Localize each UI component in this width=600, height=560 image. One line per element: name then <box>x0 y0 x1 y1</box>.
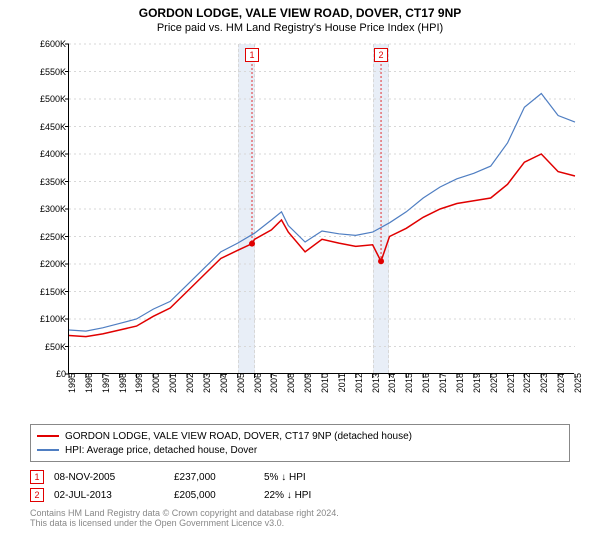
chart-subtitle: Price paid vs. HM Land Registry's House … <box>0 20 600 38</box>
x-tick-label: 2002 <box>183 373 195 393</box>
chart-area: £0£50K£100K£150K£200K£250K£300K£350K£400… <box>68 44 574 374</box>
x-tick-label: 2011 <box>335 373 347 392</box>
y-tick-label: £100K <box>29 314 69 324</box>
y-tick-label: £400K <box>29 149 69 159</box>
x-tick-label: 2017 <box>436 373 448 393</box>
y-tick-label: £250K <box>29 232 69 242</box>
chart-svg <box>69 44 574 373</box>
sale-date: 02-JUL-2013 <box>54 490 164 501</box>
chart-marker-label: 2 <box>374 48 388 62</box>
y-tick-label: £300K <box>29 204 69 214</box>
x-tick-label: 2021 <box>504 373 516 393</box>
x-tick-label: 2024 <box>554 373 566 393</box>
legend-swatch <box>37 449 59 451</box>
y-tick-label: £0 <box>29 369 69 379</box>
x-tick-label: 2025 <box>571 373 583 393</box>
chart-title: GORDON LODGE, VALE VIEW ROAD, DOVER, CT1… <box>0 0 600 20</box>
x-tick-label: 2010 <box>318 373 330 393</box>
sales-row: 2 02-JUL-2013 £205,000 22% ↓ HPI <box>30 486 570 504</box>
x-tick-label: 2016 <box>419 373 431 393</box>
sale-marker: 1 <box>30 470 44 484</box>
sales-row: 1 08-NOV-2005 £237,000 5% ↓ HPI <box>30 468 570 486</box>
x-tick-label: 2001 <box>166 373 178 393</box>
legend-label: GORDON LODGE, VALE VIEW ROAD, DOVER, CT1… <box>65 431 412 442</box>
x-tick-label: 2014 <box>385 373 397 393</box>
y-tick-label: £450K <box>29 122 69 132</box>
x-tick-label: 2019 <box>470 373 482 393</box>
x-tick-label: 1998 <box>116 373 128 393</box>
chart-marker-label: 1 <box>245 48 259 62</box>
x-tick-label: 1999 <box>132 373 144 393</box>
x-tick-label: 2004 <box>217 373 229 393</box>
sale-delta: 5% ↓ HPI <box>264 472 364 483</box>
y-tick-label: £550K <box>29 67 69 77</box>
y-tick-label: £150K <box>29 287 69 297</box>
x-tick-label: 2023 <box>537 373 549 393</box>
y-tick-label: £600K <box>29 39 69 49</box>
x-tick-label: 2018 <box>453 373 465 393</box>
x-tick-label: 2000 <box>149 373 161 393</box>
legend: GORDON LODGE, VALE VIEW ROAD, DOVER, CT1… <box>30 424 570 462</box>
sale-marker: 2 <box>30 488 44 502</box>
legend-swatch <box>37 435 59 437</box>
x-tick-label: 2008 <box>284 373 296 393</box>
y-tick-label: £350K <box>29 177 69 187</box>
y-tick-label: £50K <box>29 342 69 352</box>
y-tick-label: £500K <box>29 94 69 104</box>
sale-price: £237,000 <box>174 472 254 483</box>
legend-row: HPI: Average price, detached house, Dove… <box>37 443 563 457</box>
legend-row: GORDON LODGE, VALE VIEW ROAD, DOVER, CT1… <box>37 429 563 443</box>
footer-line: This data is licensed under the Open Gov… <box>30 518 570 528</box>
footer-line: Contains HM Land Registry data © Crown c… <box>30 508 570 518</box>
legend-label: HPI: Average price, detached house, Dove… <box>65 445 257 456</box>
sale-price: £205,000 <box>174 490 254 501</box>
x-tick-label: 2006 <box>251 373 263 393</box>
x-tick-label: 2005 <box>234 373 246 393</box>
x-tick-label: 1997 <box>99 373 111 393</box>
x-tick-label: 2003 <box>200 373 212 393</box>
x-tick-label: 2013 <box>369 373 381 393</box>
sale-delta: 22% ↓ HPI <box>264 490 364 501</box>
chart-wrap: £0 £50K £100K £150K £200K £250K £300K £350K £400… <box>30 38 590 418</box>
chart-container: GORDON LODGE, VALE VIEW ROAD, DOVER, CT1… <box>0 0 600 560</box>
sale-date: 08-NOV-2005 <box>54 472 164 483</box>
sales-table: 1 08-NOV-2005 £237,000 5% ↓ HPI 2 02-JUL… <box>30 468 570 504</box>
footer: Contains HM Land Registry data © Crown c… <box>30 508 570 528</box>
x-tick-label: 2007 <box>267 373 279 393</box>
x-tick-label: 2022 <box>520 373 532 393</box>
x-tick-label: 2009 <box>301 373 313 393</box>
y-tick-label: £200K <box>29 259 69 269</box>
x-tick-label: 1996 <box>82 373 94 393</box>
x-tick-label: 2020 <box>487 373 499 393</box>
x-tick-label: 2015 <box>402 373 414 393</box>
x-tick-label: 2012 <box>352 373 364 393</box>
x-tick-label: 1995 <box>65 373 77 393</box>
